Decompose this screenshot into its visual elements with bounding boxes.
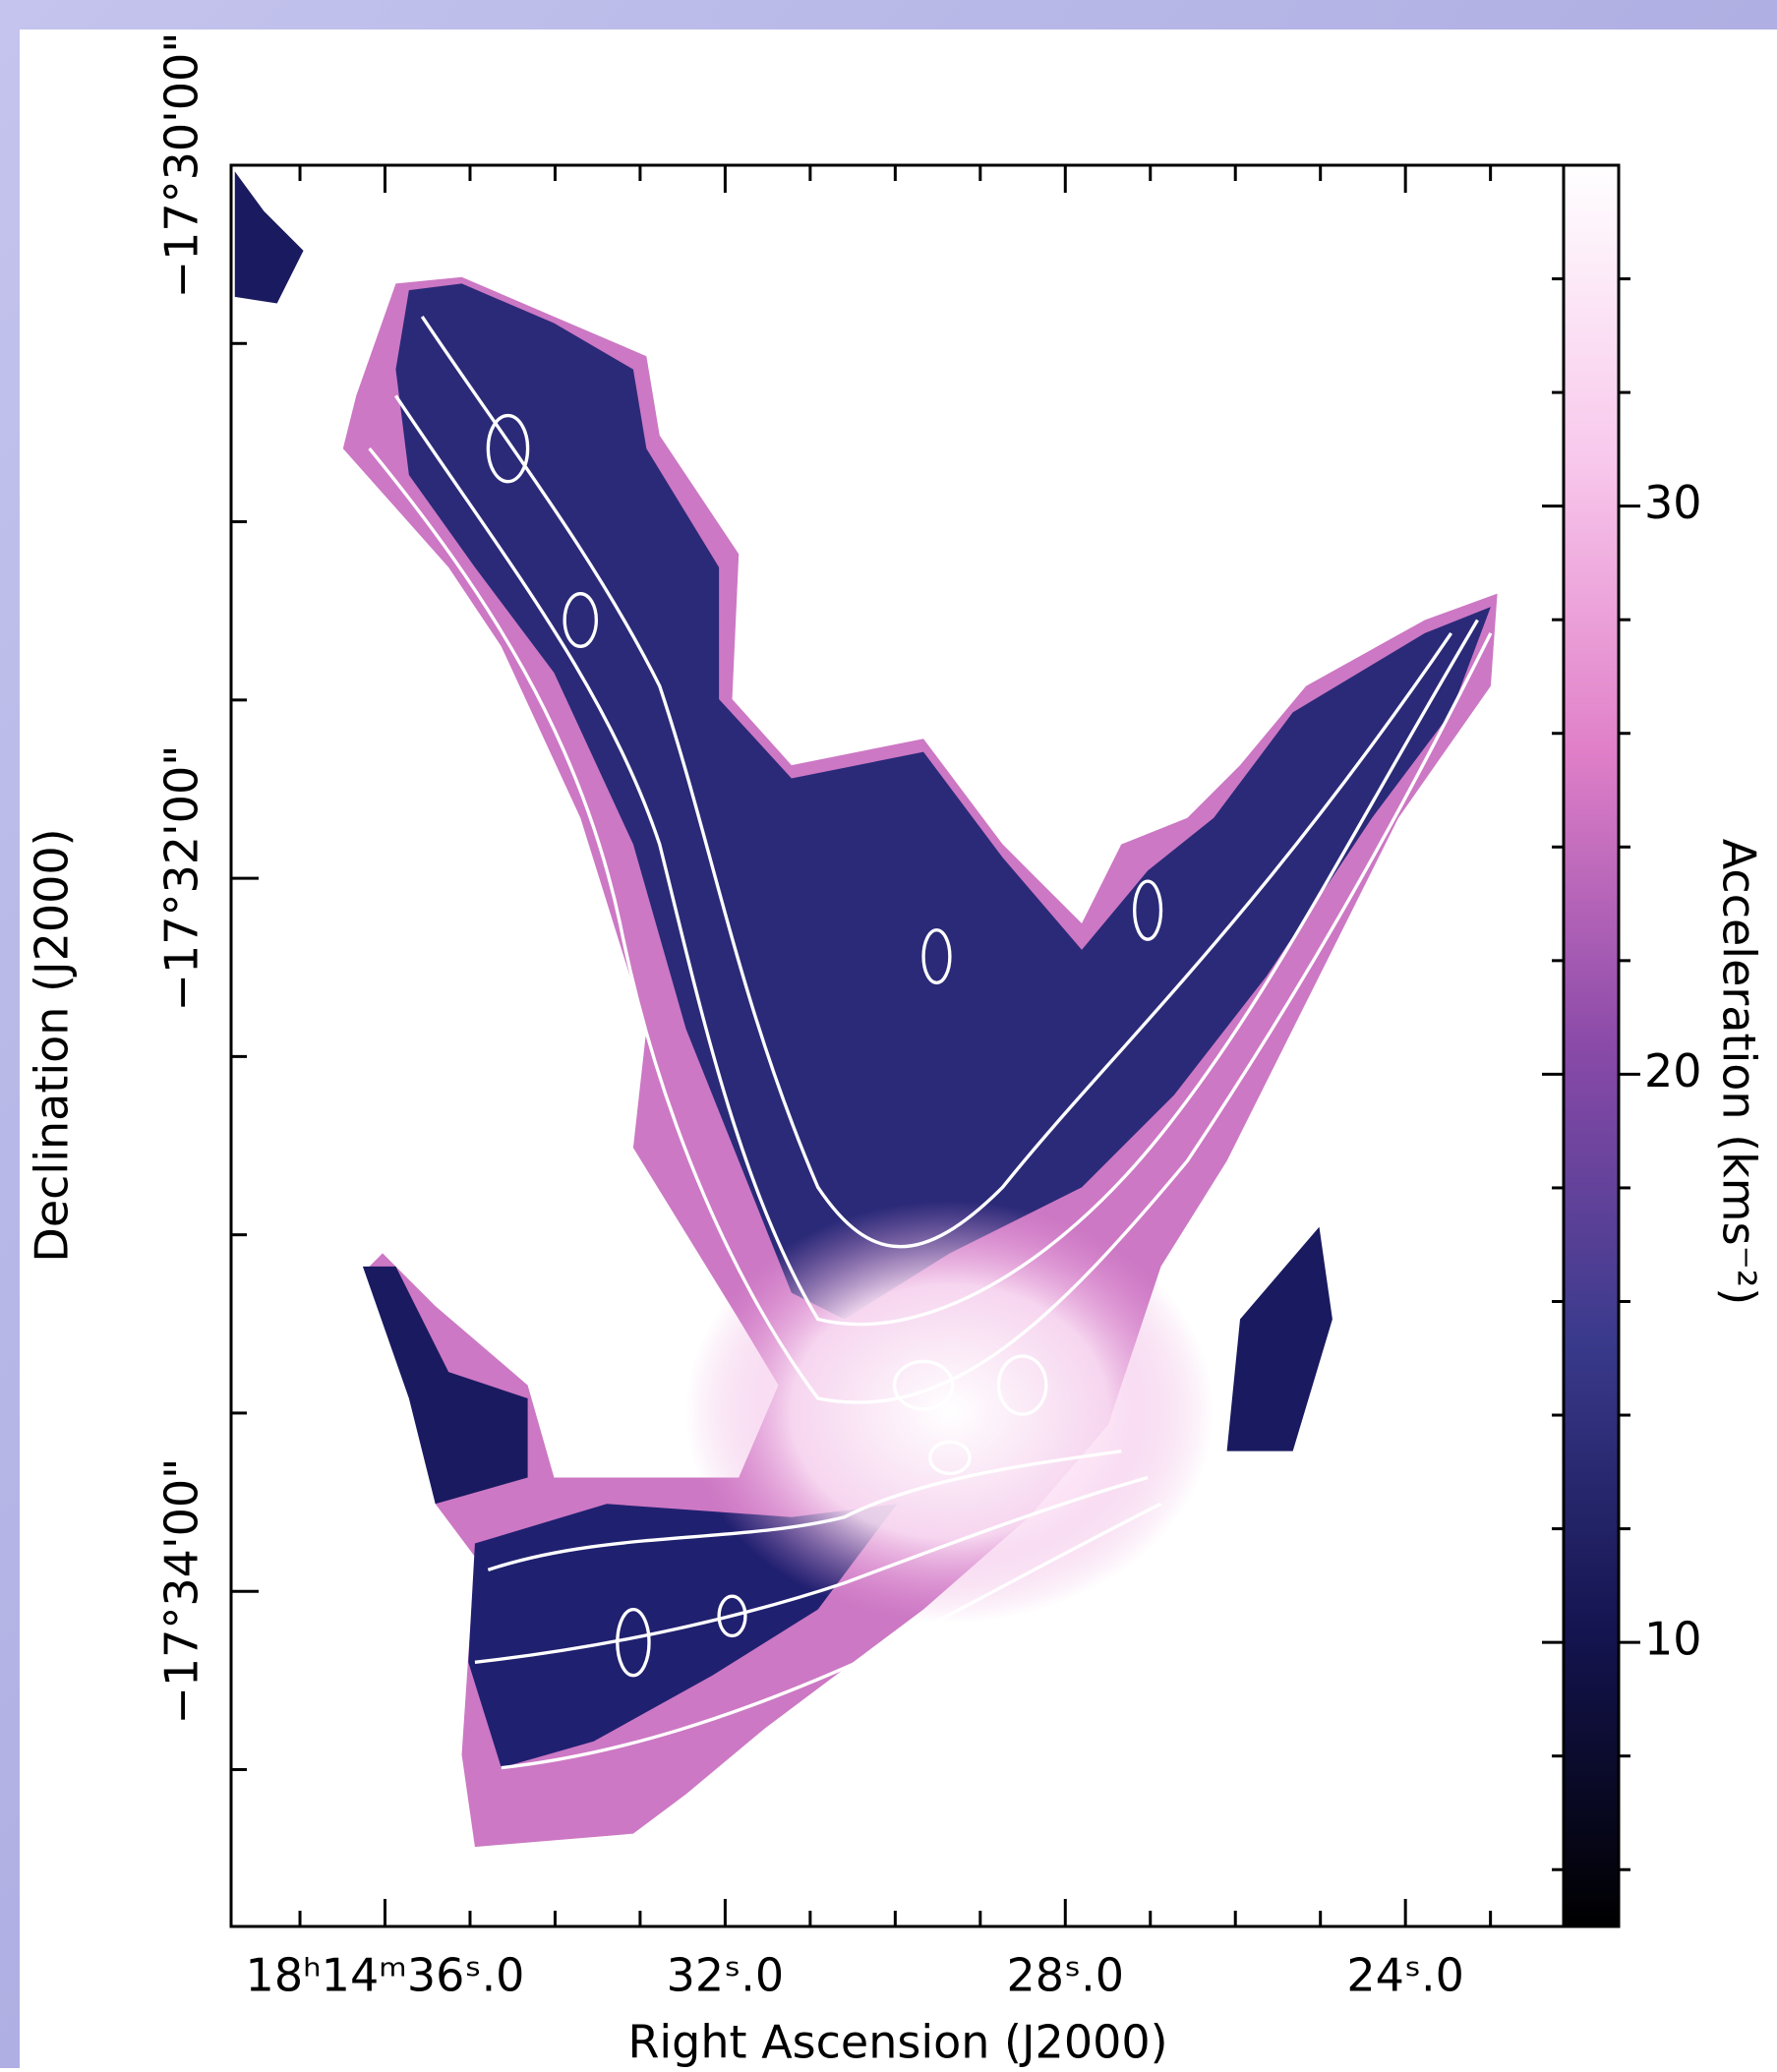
colorbar-tick-label: 20 bbox=[1644, 1044, 1702, 1097]
colorbar-tick-label: 30 bbox=[1644, 476, 1702, 529]
emission-map bbox=[234, 171, 1498, 1848]
x-tick-label: 28ˢ.0 bbox=[1006, 1949, 1124, 2002]
y-tick-label: −17°30'00" bbox=[155, 32, 208, 299]
y-tick-label: −17°34'00" bbox=[155, 1458, 208, 1725]
colorbar-tick-label: 10 bbox=[1644, 1613, 1702, 1666]
x-tick-label: 24ˢ.0 bbox=[1346, 1949, 1464, 2002]
y-axis-title: Declination (J2000) bbox=[26, 828, 79, 1262]
colorbar bbox=[1562, 163, 1621, 1928]
y-tick-label: −17°32'00" bbox=[155, 745, 208, 1012]
x-axis-title: Right Ascension (J2000) bbox=[627, 2016, 1167, 2069]
x-tick-label: 32ˢ.0 bbox=[667, 1949, 785, 2002]
x-tick-label: 18ʰ14ᵐ36ˢ.0 bbox=[246, 1949, 525, 2002]
colorbar-title: Acceleration (kms⁻²) bbox=[1713, 839, 1766, 1306]
